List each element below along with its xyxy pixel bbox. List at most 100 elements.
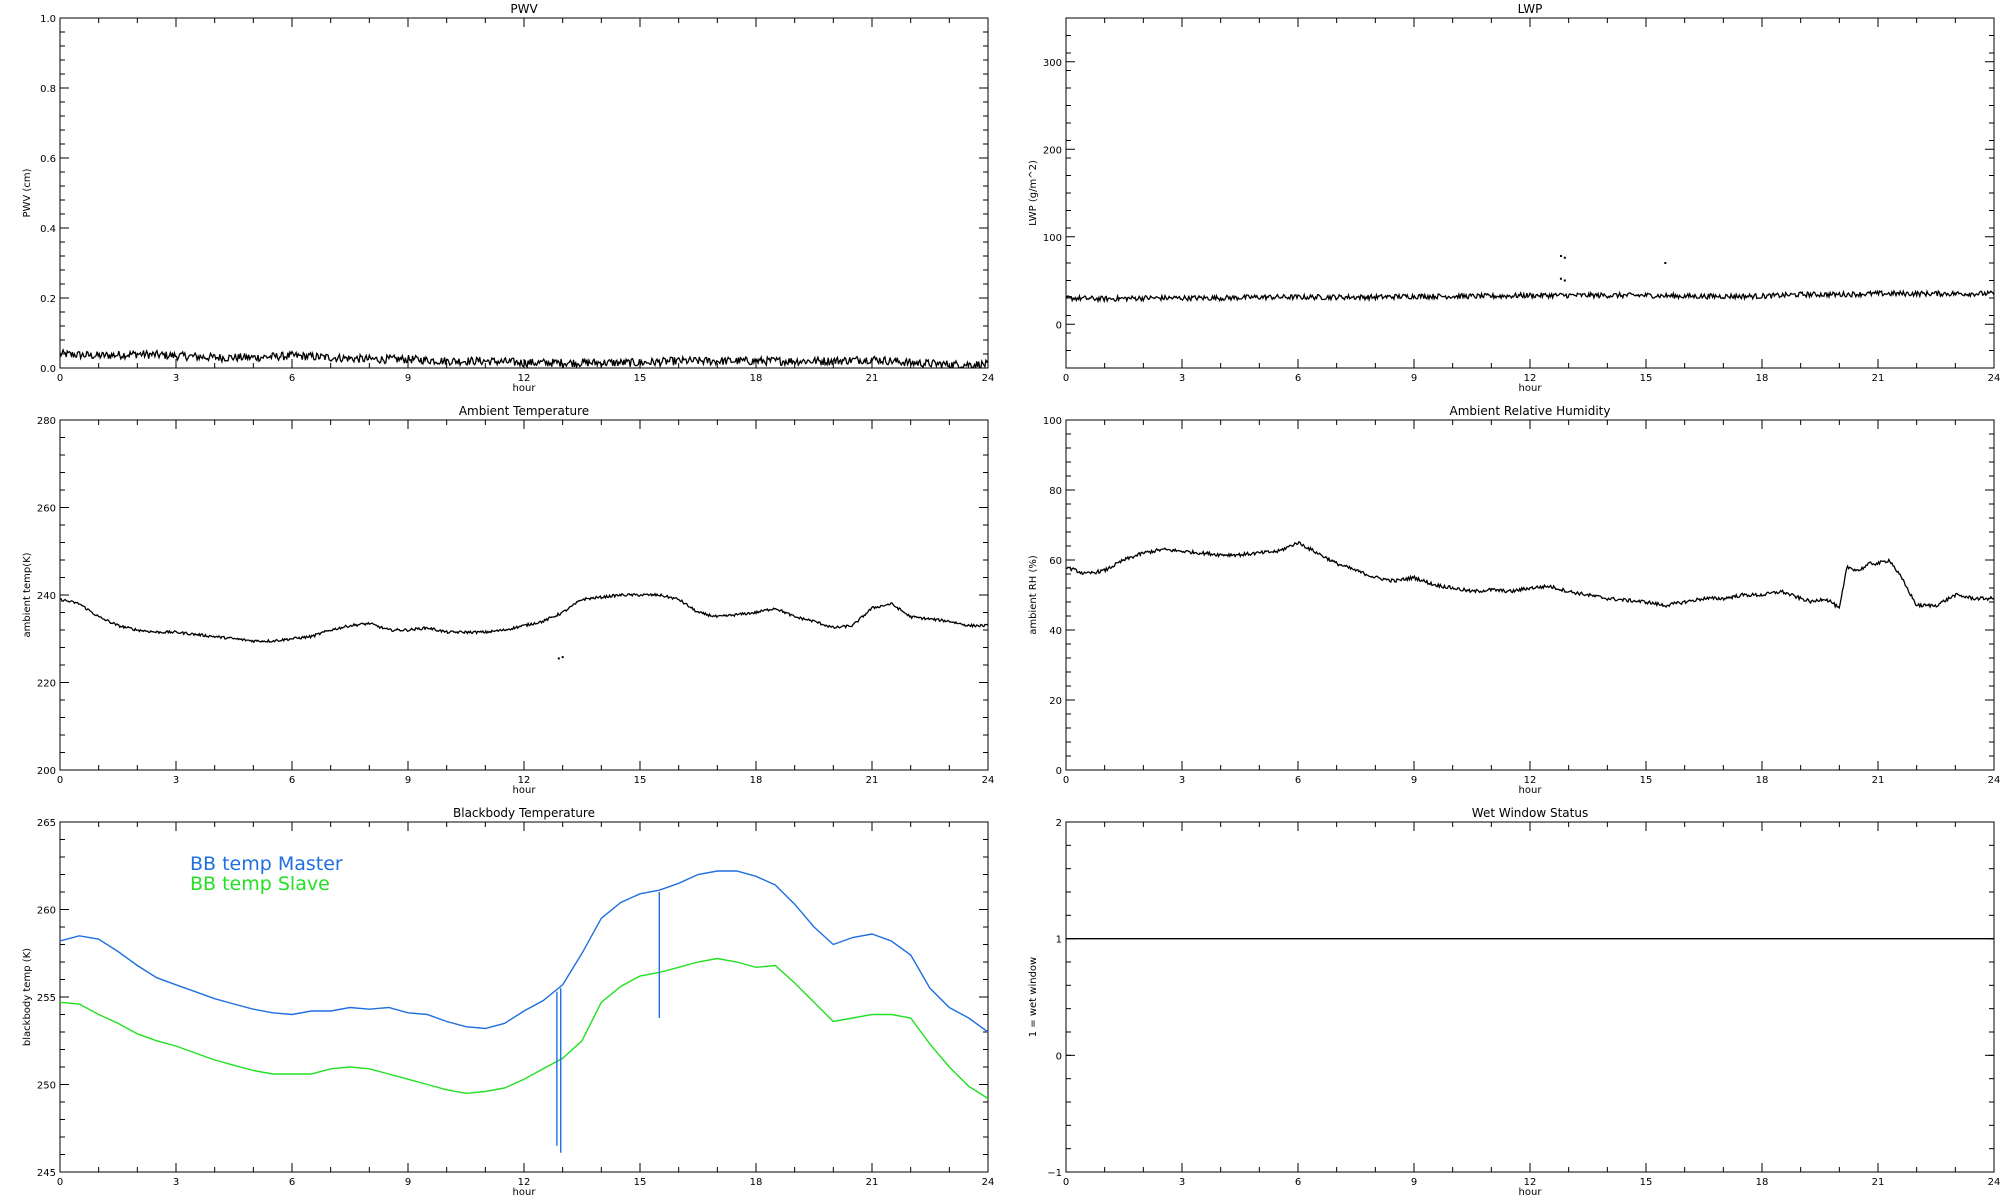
x-tick-label: 12 [518,373,531,384]
y-tick-label: −1 [1047,1168,1062,1179]
x-axis-label: hour [1519,785,1543,796]
x-tick-label: 3 [1179,373,1185,384]
series-line-0 [60,870,988,1033]
x-tick-label: 15 [1640,1177,1653,1188]
x-tick-label: 0 [57,373,63,384]
y-tick-label: 40 [1049,626,1062,637]
x-tick-label: 24 [982,775,995,786]
x-tick-label: 3 [1179,1177,1185,1188]
series-line-1 [60,957,988,1100]
x-tick-label: 6 [1295,1177,1301,1188]
y-tick-label: 0.4 [40,224,56,235]
series-line-0 [60,348,988,368]
x-tick-label: 18 [1756,373,1769,384]
chart-title: PWV [510,2,538,16]
plot-frame [59,419,989,771]
y-tick-label: 20 [1049,696,1062,707]
data-point [1559,277,1562,280]
x-tick-label: 0 [1063,775,1069,786]
data-point [1563,256,1566,259]
y-tick-label: 0.0 [40,364,56,375]
x-tick-label: 12 [1524,1177,1537,1188]
x-tick-label: 18 [1756,775,1769,786]
legend-entry: BB temp Slave [190,873,330,895]
chart-title: Ambient Temperature [459,404,589,418]
y-tick-label: 200 [37,766,56,777]
legend-entry: BB temp Master [190,853,343,875]
x-tick-label: 18 [1756,1177,1769,1188]
chart-panel-3: Ambient Relative Humidity 0 3 6 9 12 15 18 21 24 h… [1028,404,2000,796]
x-tick-label: 15 [1640,775,1653,786]
plot-frame [1065,419,1995,771]
x-axis-label: hour [513,785,537,796]
series-group [60,348,988,368]
plot-frame [1065,17,1995,369]
x-tick-label: 12 [518,775,531,786]
y-tick-label: 250 [37,1081,56,1092]
x-tick-label: 18 [750,775,763,786]
y-tick-label: 280 [37,416,56,427]
series-line-0 [1066,289,1994,304]
x-tick-label: 9 [1411,775,1417,786]
x-tick-label: 24 [982,1177,995,1188]
data-point [1563,279,1566,282]
x-tick-label: 3 [173,1177,179,1188]
y-tick-label: 0.8 [40,84,56,95]
data-point [1559,255,1562,257]
chart-panel-1: LWP 0 3 6 9 12 15 18 21 24 hour 0 100 200 300 LWP (g/m^… [1028,2,2000,394]
x-tick-label: 0 [1063,1177,1069,1188]
y-tick-label: 200 [1043,145,1062,156]
y-axis-label: 1 = wet window [1028,957,1039,1037]
series-group [1066,540,1994,610]
series-line-0 [1066,540,1994,610]
y-tick-label: 300 [1043,58,1062,69]
x-tick-label: 12 [1524,775,1537,786]
y-axis-label: ambient temp(K) [22,552,33,637]
y-tick-label: 220 [37,679,56,690]
x-axis-label: hour [1519,383,1543,394]
chart-title: Wet Window Status [1472,806,1588,820]
x-tick-label: 15 [634,1177,647,1188]
y-axis-label: PWV (cm) [22,168,33,217]
x-tick-label: 3 [173,373,179,384]
x-tick-label: 24 [982,373,995,384]
y-tick-label: 2 [1056,818,1062,829]
x-tick-label: 21 [866,775,879,786]
x-tick-label: 21 [1872,775,1885,786]
x-tick-label: 0 [57,775,63,786]
x-tick-label: 18 [750,373,763,384]
chart-panel-0: PWV 0 3 6 9 12 15 18 21 24 hour 0.0 0.2 0.4 0.6 0.8 1.0 P… [22,2,994,394]
x-tick-label: 3 [173,775,179,786]
x-tick-label: 6 [289,1177,295,1188]
y-tick-label: 0.6 [40,154,56,165]
y-tick-label: 0 [1056,320,1062,331]
y-tick-label: 240 [37,591,56,602]
plot-frame [59,17,989,369]
x-tick-label: 15 [634,775,647,786]
x-tick-label: 6 [289,775,295,786]
x-tick-label: 18 [750,1177,763,1188]
y-tick-label: 0.2 [40,294,56,305]
x-axis-label: hour [513,1187,537,1198]
plot-frame [1065,821,1995,1173]
y-tick-label: 0 [1056,1051,1062,1062]
x-tick-label: 0 [57,1177,63,1188]
x-tick-label: 24 [1988,373,2000,384]
y-axis-label: ambient RH (%) [1028,555,1039,635]
x-tick-label: 15 [1640,373,1653,384]
y-tick-label: 260 [37,504,56,515]
y-tick-label: 245 [37,1168,56,1179]
chart-title: LWP [1518,2,1543,16]
x-tick-label: 21 [1872,1177,1885,1188]
x-tick-label: 12 [1524,373,1537,384]
x-tick-label: 9 [405,775,411,786]
y-tick-label: 100 [1043,233,1062,244]
x-tick-label: 9 [1411,1177,1417,1188]
x-tick-label: 15 [634,373,647,384]
y-tick-label: 265 [37,818,56,829]
chart-title: Ambient Relative Humidity [1450,404,1611,418]
x-tick-label: 21 [866,1177,879,1188]
y-tick-label: 1 [1056,935,1062,946]
x-tick-label: 24 [1988,775,2000,786]
